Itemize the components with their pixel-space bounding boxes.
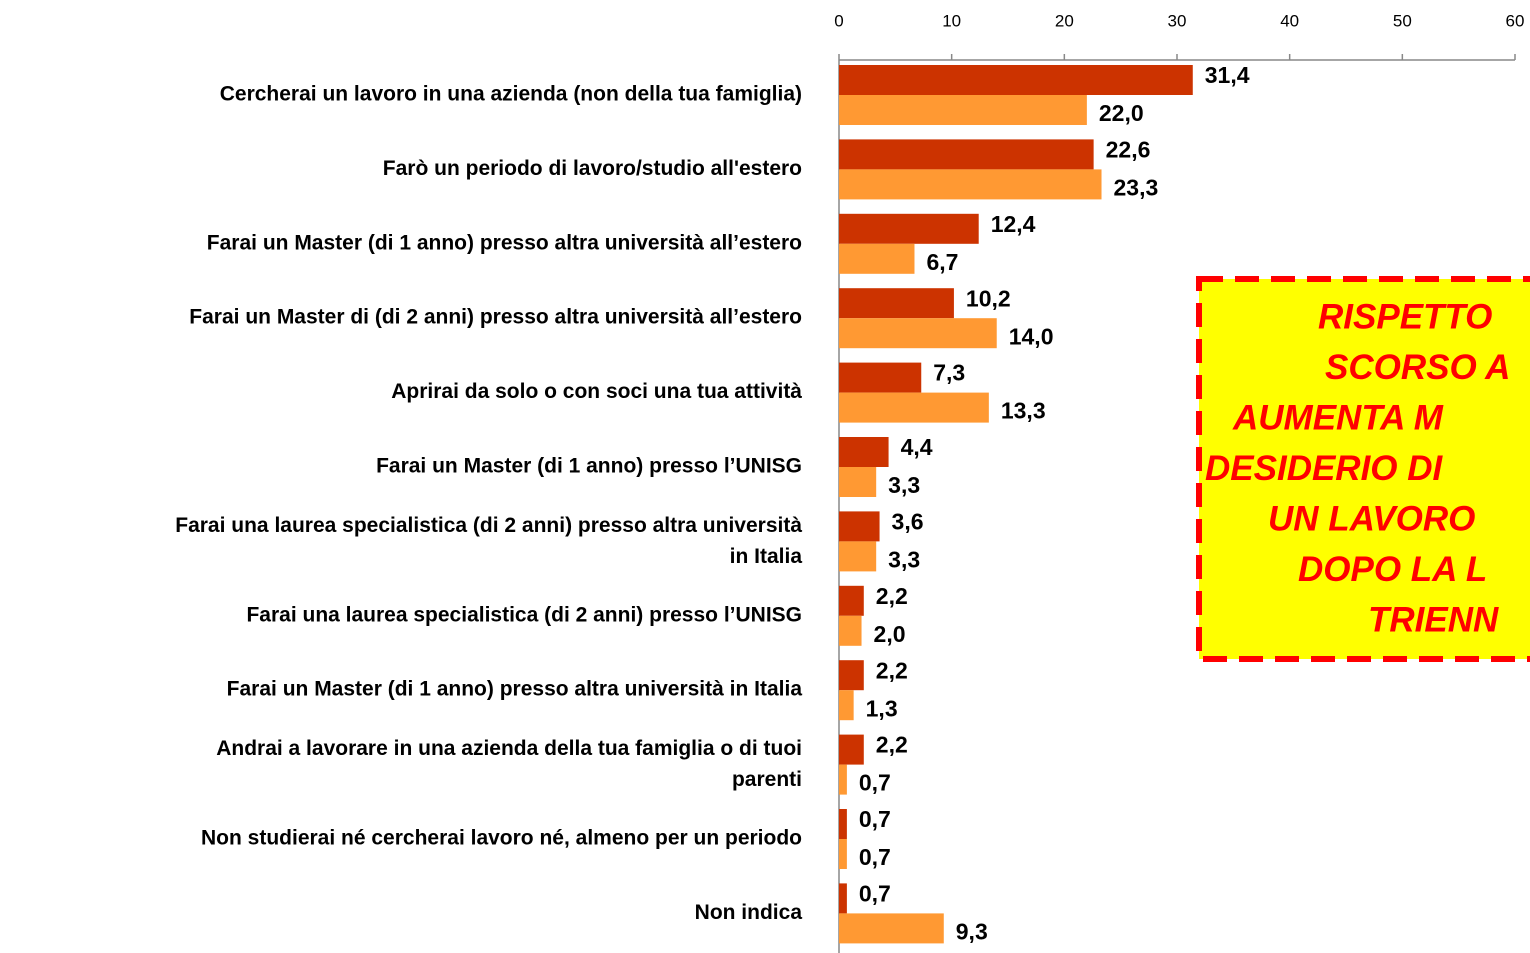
bar: [839, 585, 864, 616]
annotation-text: UN LAVORO: [1268, 499, 1475, 538]
value-label: 2,2: [876, 583, 908, 609]
bar: [839, 913, 944, 944]
value-label: 22,0: [1099, 100, 1144, 126]
bar: [839, 437, 889, 467]
annotation-text: TRIENN: [1368, 600, 1499, 639]
x-tick-label: 60: [1506, 11, 1525, 30]
value-label: 23,3: [1114, 174, 1159, 200]
value-label: 22,6: [1106, 136, 1151, 162]
value-label: 0,7: [859, 880, 891, 906]
category-label: Non indica: [695, 901, 803, 924]
x-tick-label: 20: [1055, 11, 1074, 30]
bar: [839, 660, 864, 691]
value-label: 2,2: [876, 732, 908, 758]
bar: [839, 690, 854, 721]
value-label: 0,7: [859, 844, 891, 870]
category-label: Non studierai né cercherai lavoro né, al…: [201, 827, 802, 850]
value-label: 0,7: [859, 770, 891, 796]
x-tick-label: 50: [1393, 11, 1412, 30]
annotation-text: SCORSO A: [1325, 348, 1510, 387]
value-label: 14,0: [1009, 323, 1054, 349]
annotation-text: AUMENTA M: [1232, 398, 1444, 437]
bar: [839, 169, 1102, 200]
value-label: 3,6: [892, 508, 924, 534]
category-label: Farò un periodo di lavoro/studio all'est…: [383, 157, 802, 180]
bar: [839, 615, 862, 646]
bar: [839, 288, 954, 319]
bar: [839, 839, 847, 869]
bar: [839, 764, 847, 795]
value-label: 2,0: [874, 621, 906, 647]
value-label: 0,7: [859, 806, 891, 832]
x-tick-label: 30: [1168, 11, 1187, 30]
category-label: Cercherai un lavoro in una azienda (non …: [220, 83, 802, 106]
value-label: 7,3: [933, 360, 965, 386]
bar: [839, 883, 847, 914]
category-label: Farai un Master (di 1 anno) presso l’UNI…: [376, 455, 802, 478]
value-label: 12,4: [991, 211, 1036, 237]
value-label: 10,2: [966, 285, 1011, 311]
bar: [839, 139, 1094, 170]
annotation-box: [1196, 276, 1530, 662]
x-tick-label: 10: [942, 11, 961, 30]
category-label: Aprirai da solo o con soci una tua attiv…: [391, 380, 802, 403]
annotation-text: DOPO LA L: [1298, 550, 1487, 589]
category-label: Farai una laurea specialistica (di 2 ann…: [175, 513, 802, 567]
bar: [839, 65, 1193, 95]
value-label: 3,3: [888, 546, 920, 572]
category-label: Farai un Master di (di 2 anni) presso al…: [189, 306, 802, 329]
value-label: 13,3: [1001, 398, 1046, 424]
value-label: 1,3: [866, 695, 898, 721]
category-label: Andrai a lavorare in una azienda della t…: [216, 737, 802, 791]
value-label: 6,7: [926, 249, 958, 275]
value-label: 3,3: [888, 472, 920, 498]
value-label: 31,4: [1205, 62, 1250, 88]
category-label: Farai un Master (di 1 anno) presso altra…: [207, 231, 802, 254]
bar: [839, 467, 877, 497]
bar: [839, 392, 989, 423]
value-label: 2,2: [876, 657, 908, 683]
bar: [839, 809, 847, 839]
bar: [839, 362, 922, 393]
bar: [839, 318, 997, 349]
x-tick-label: 0: [834, 11, 843, 30]
bar: [839, 243, 915, 274]
bar: [839, 95, 1087, 125]
bar: [839, 213, 979, 244]
annotation-text: DESIDERIO DI: [1205, 449, 1444, 488]
category-label: Farai un Master (di 1 anno) presso altra…: [227, 678, 803, 701]
x-tick-label: 40: [1280, 11, 1299, 30]
value-label: 4,4: [901, 434, 933, 460]
bar: [839, 511, 880, 542]
category-label: Farai una laurea specialistica (di 2 ann…: [246, 603, 802, 626]
annotation-text: RISPETTO: [1318, 297, 1492, 336]
bar: [839, 734, 864, 765]
bar: [839, 541, 877, 572]
value-label: 9,3: [956, 918, 988, 944]
